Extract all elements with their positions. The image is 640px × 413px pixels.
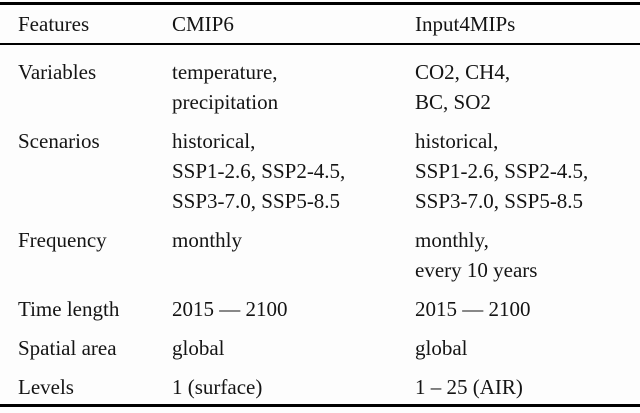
table-header-row: Features CMIP6 Input4MIPs [0,5,640,43]
cell-line: global [172,336,225,360]
cell-variables-cmip6: temperature, precipitation [172,57,415,117]
cell-line: 2015 — 2100 [415,297,531,321]
header-rule [0,43,640,45]
cell-scenarios-cmip6: historical, SSP1-2.6, SSP2-4.5, SSP3-7.0… [172,126,415,216]
cell-line: global [415,336,468,360]
table-row-frequency: Frequency monthly monthly, every 10 year… [0,225,640,285]
table-row-variables: Variables temperature, precipitation CO2… [0,57,640,117]
cell-levels-input4mips: 1 – 25 (AIR) [415,372,640,402]
cell-line: 1 – 25 (AIR) [415,375,523,399]
cell-line: SSP1-2.6, SSP2-4.5, [172,159,346,183]
column-header-input4mips: Input4MIPs [415,12,516,36]
cell-scenarios-input4mips: historical, SSP1-2.6, SSP2-4.5, SSP3-7.0… [415,126,640,216]
feature-label: Spatial area [18,336,117,360]
table-row-levels: Levels 1 (surface) 1 – 25 (AIR) [0,372,640,402]
cell-spatial-area-cmip6: global [172,333,415,363]
feature-label: Levels [18,375,74,399]
cell-line: CO2, CH4, [415,60,511,84]
cell-line: SSP3-7.0, SSP5-8.5 [415,189,584,213]
cell-frequency-cmip6: monthly [172,225,415,285]
top-rule [0,2,640,5]
cell-line: historical, [172,129,256,153]
table-row-time-length: Time length 2015 — 2100 2015 — 2100 [0,294,640,324]
cell-line: BC, SO2 [415,90,491,114]
cell-line: monthly [172,228,243,252]
feature-label: Scenarios [18,129,100,153]
column-header-cmip6: CMIP6 [172,12,234,36]
table-row-scenarios: Scenarios historical, SSP1-2.6, SSP2-4.5… [0,126,640,216]
cell-line: SSP3-7.0, SSP5-8.5 [172,189,341,213]
cell-line: 2015 — 2100 [172,297,288,321]
feature-label: Frequency [18,228,107,252]
cell-variables-input4mips: CO2, CH4, BC, SO2 [415,57,640,117]
cell-line: temperature, [172,60,278,84]
cell-line: monthly, [415,228,489,252]
cell-time-length-cmip6: 2015 — 2100 [172,294,415,324]
cell-line: precipitation [172,90,279,114]
feature-label: Variables [18,60,97,84]
column-header-features: Features [18,12,90,36]
cell-line: 1 (surface) [172,375,263,399]
cell-spatial-area-input4mips: global [415,333,640,363]
cell-line: historical, [415,129,499,153]
bottom-rule [0,404,640,407]
cell-line: every 10 years [415,258,538,282]
table-body: Variables temperature, precipitation CO2… [0,45,640,402]
feature-label: Time length [18,297,120,321]
cell-frequency-input4mips: monthly, every 10 years [415,225,640,285]
cell-levels-cmip6: 1 (surface) [172,372,415,402]
cell-time-length-input4mips: 2015 — 2100 [415,294,640,324]
table-row-spatial-area: Spatial area global global [0,333,640,363]
cell-line: SSP1-2.6, SSP2-4.5, [415,159,589,183]
